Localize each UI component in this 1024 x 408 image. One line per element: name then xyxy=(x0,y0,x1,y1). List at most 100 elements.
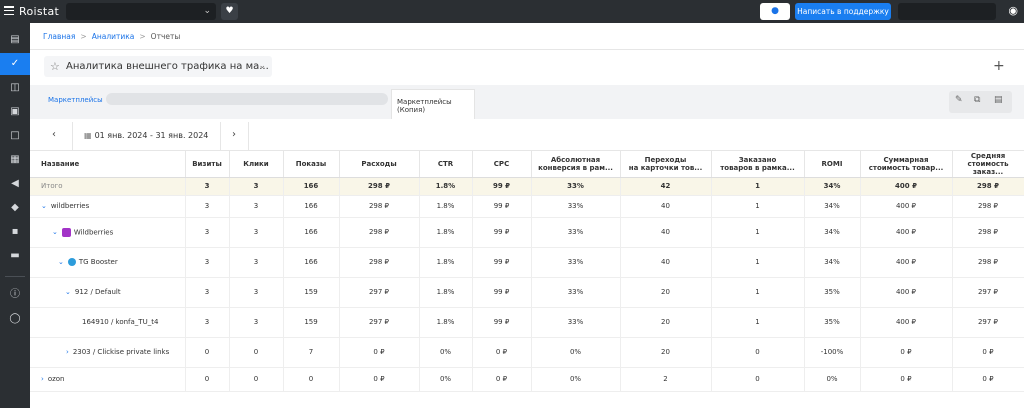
row-name[interactable]: 164910 / konfa_TU_t4 xyxy=(30,307,186,338)
column-header[interactable]: Суммарная стоимость товар... xyxy=(860,151,953,178)
breadcrumb-current: Отчеты xyxy=(150,32,181,41)
cell: 34% xyxy=(804,177,861,196)
column-header[interactable]: Заказано товаров в рамка... xyxy=(711,151,805,178)
analytics-icon[interactable]: ✓ xyxy=(0,53,30,75)
breadcrumb-home[interactable]: Главная xyxy=(43,32,76,41)
column-header[interactable]: Средняя стоимость заказ... xyxy=(952,151,1024,178)
support-button[interactable]: Написать в поддержку xyxy=(795,3,891,20)
column-header[interactable]: Переходы на карточки тов... xyxy=(620,151,712,178)
money-icon[interactable]: ▣ xyxy=(10,106,20,117)
row-name[interactable]: › ozon xyxy=(30,367,186,392)
cell: 0 xyxy=(711,337,805,368)
telegram-icon xyxy=(67,258,76,266)
cell: 2 xyxy=(620,367,712,392)
tab-placeholder[interactable] xyxy=(106,93,388,105)
divider xyxy=(30,49,1024,50)
table-row[interactable]: 164910 / konfa_TU_t4 3 3 159 297 ₽1.8% 99 ₽33… xyxy=(30,307,1024,338)
copy-icon[interactable]: ⧉ xyxy=(974,95,981,105)
expand-chevron-icon[interactable]: ⌄ xyxy=(58,258,64,266)
cell: 297 ₽ xyxy=(952,307,1024,338)
structure-icon[interactable]: ◫ xyxy=(10,82,20,93)
stats-icon[interactable]: ▬ xyxy=(10,250,20,261)
chevron-right-icon[interactable]: › xyxy=(232,129,236,140)
table-row[interactable]: ⌄ 912 / Default 3 3 159 297 ₽1.8% 99 ₽33% 20 1 35… xyxy=(30,277,1024,308)
cell: 20 xyxy=(620,337,712,368)
sidebar-divider xyxy=(5,276,25,277)
breadcrumb-analytics[interactable]: Аналитика xyxy=(91,32,135,41)
cell: 3 xyxy=(229,307,284,338)
header-line: товаров в рамка... xyxy=(720,163,795,172)
expand-chevron-icon[interactable]: ⌄ xyxy=(65,288,71,296)
megaphone-icon[interactable]: ◀ xyxy=(11,178,19,189)
chat-button[interactable]: ● xyxy=(760,3,790,20)
table-row[interactable]: › ozon 0 0 0 0 ₽0% 0 ₽0% 2 0 0% 0 ₽0 ₽ xyxy=(30,367,1024,392)
cell: 166 xyxy=(283,177,340,196)
chevron-left-icon[interactable]: ‹ xyxy=(52,129,56,140)
date-range-picker[interactable]: ▦ 01 янв. 2024 - 31 янв. 2024 xyxy=(84,131,208,140)
cell: 33% xyxy=(531,195,621,218)
cell: 35% xyxy=(804,307,861,338)
column-header[interactable]: Название xyxy=(30,151,186,178)
project-select[interactable]: ⌄ xyxy=(66,3,216,20)
cell: 99 ₽ xyxy=(472,307,532,338)
table-row[interactable]: › 2303 / Clickise private links 0 0 7 0 ₽0% 0 … xyxy=(30,337,1024,368)
cell: 1.8% xyxy=(419,307,473,338)
column-header[interactable]: CTR xyxy=(419,151,473,178)
menu-icon[interactable] xyxy=(4,6,14,16)
cell: 0 ₽ xyxy=(860,367,953,392)
expand-chevron-icon[interactable]: ⌄ xyxy=(52,228,58,236)
layers-icon[interactable]: ◆ xyxy=(11,202,19,213)
help-chat-icon[interactable]: ◯ xyxy=(9,313,21,324)
info-icon[interactable]: ⓘ xyxy=(10,289,20,300)
row-label: Wildberries xyxy=(73,228,114,236)
tab-marketplaces[interactable]: Маркетплейсы xyxy=(48,96,103,104)
row-name[interactable]: ⌄ TG Booster xyxy=(30,247,186,278)
heart-icon: ♥ xyxy=(225,6,234,16)
expand-chevron-icon[interactable]: › xyxy=(66,348,69,356)
cart-icon[interactable]: □ xyxy=(10,130,20,141)
table-row[interactable]: ⌄ Wildberries 3 3 166 298 ₽1.8% 99 ₽33% 40 1 34% 4… xyxy=(30,217,1024,248)
column-header[interactable]: Показы xyxy=(283,151,340,178)
header-line: Суммарная xyxy=(883,155,929,164)
column-header[interactable]: Клики xyxy=(229,151,284,178)
cell: 159 xyxy=(283,307,340,338)
cell: 400 ₽ xyxy=(860,217,953,248)
report-select[interactable]: ☆ Аналитика внешнего трафика на ма... ⌄ xyxy=(44,56,272,77)
expand-chevron-icon[interactable]: › xyxy=(41,375,44,383)
cell: 298 ₽ xyxy=(952,247,1024,278)
row-name[interactable]: ⌄ Wildberries xyxy=(30,217,186,248)
account-balance[interactable] xyxy=(898,3,996,20)
column-header[interactable]: Абсолютная конверсия в рам... xyxy=(531,151,621,178)
column-header[interactable]: Расходы xyxy=(339,151,420,178)
edit-icon[interactable]: ✎ xyxy=(955,95,963,105)
app-logo[interactable]: Roistat xyxy=(19,5,60,18)
cell: -100% xyxy=(804,337,861,368)
expand-chevron-icon[interactable]: ⌄ xyxy=(41,202,47,210)
cell: 1 xyxy=(711,247,805,278)
beta-icon[interactable]: ▪ xyxy=(11,226,19,237)
total-row: Итого 3 3 166 298 ₽ 1.8% 99 ₽ 33% 42 1 3… xyxy=(30,177,1024,196)
star-icon[interactable]: ☆ xyxy=(50,60,60,73)
cell: 400 ₽ xyxy=(860,195,953,218)
cell: 0 ₽ xyxy=(472,367,532,392)
row-name[interactable]: ⌄ 912 / Default xyxy=(30,277,186,308)
column-header[interactable]: Визиты xyxy=(185,151,230,178)
user-icon[interactable]: ◉ xyxy=(1008,4,1018,17)
chat-icon: ● xyxy=(771,6,779,16)
row-name[interactable]: › 2303 / Clickise private links xyxy=(30,337,186,368)
table-row[interactable]: ⌄ wildberries 3 3 166 298 ₽1.8% 99 ₽33% 40 1 34% 4… xyxy=(30,195,1024,218)
dashboard-icon[interactable]: ▤ xyxy=(10,34,20,45)
column-header[interactable]: ROMI xyxy=(804,151,861,178)
row-name[interactable]: ⌄ wildberries xyxy=(30,195,186,218)
tab-marketplaces-copy[interactable]: Маркетплейсы (Копия) xyxy=(391,89,475,119)
calendar-icon: ▦ xyxy=(84,131,92,140)
table-row[interactable]: ⌄ TG Booster 3 3 166 298 ₽1.8% 99 ₽33% 40 1 34% 40… xyxy=(30,247,1024,278)
calendar-icon[interactable]: ▦ xyxy=(10,154,20,165)
column-header[interactable]: CPC xyxy=(472,151,532,178)
export-icon[interactable]: ▤ xyxy=(994,95,1003,105)
wildberries-logo-icon xyxy=(61,227,71,237)
add-report-button[interactable]: + xyxy=(993,58,1005,74)
favorites-button[interactable]: ♥ xyxy=(221,3,238,20)
cell: 298 ₽ xyxy=(952,177,1024,196)
cell: 1.8% xyxy=(419,217,473,248)
